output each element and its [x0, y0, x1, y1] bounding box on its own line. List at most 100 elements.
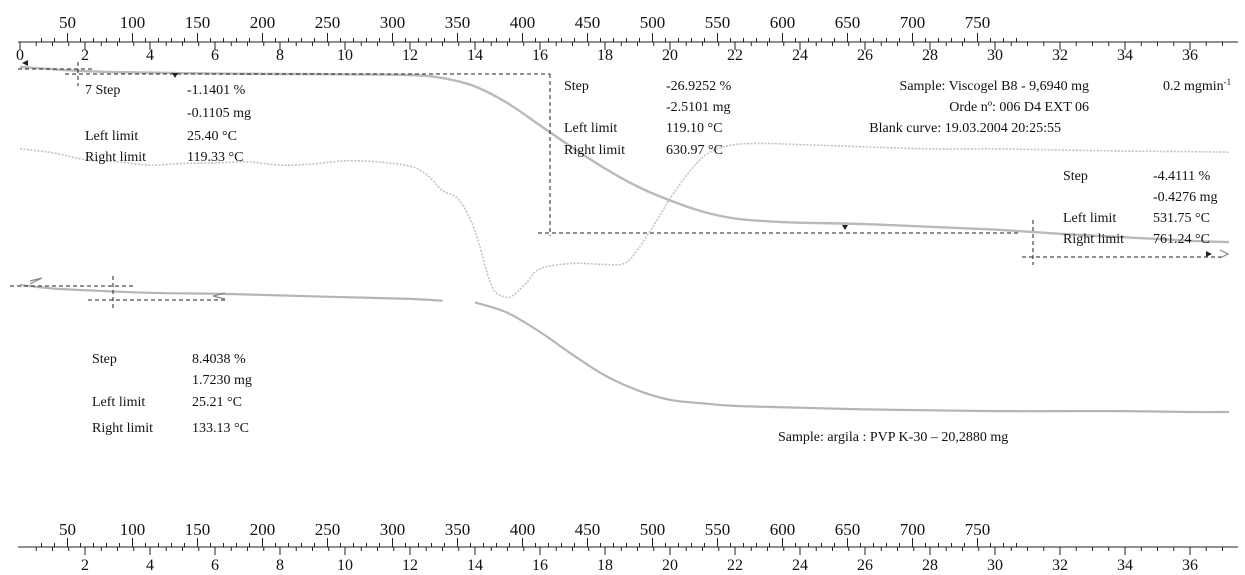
top-temp-tick-label: 450: [575, 13, 601, 32]
top-temp-tick-label: 500: [640, 13, 666, 32]
bottom-time-tick-label: 14: [467, 557, 483, 574]
tg-curve-viscogel: [19, 65, 1230, 244]
top-temp-tick-label: 300: [380, 13, 406, 32]
step2-pct: -26.9252 %: [666, 79, 732, 94]
bottom-temp-tick-label: 100: [120, 520, 146, 539]
top-temp-tick-label: 550: [705, 13, 731, 32]
step1-left: 25.40 °C: [187, 129, 237, 144]
bottom-time-tick-label: 18: [597, 557, 613, 574]
bottom-time-tick-label: 20: [662, 557, 678, 574]
top-temp-tick-label: 600: [770, 13, 796, 32]
rate-value: 0.2 mgmin: [1163, 79, 1224, 94]
bottom-time-tick-label: 32: [1052, 557, 1068, 574]
step3-step: Step: [1063, 169, 1088, 184]
bottom-time-tick-label: 2: [81, 557, 89, 574]
step3-left-label: Left limit: [1063, 211, 1116, 226]
bottom-temp-tick-label: 650: [835, 520, 861, 539]
top-temp-tick-label: 700: [900, 13, 926, 32]
top-temp-tick-label: 200: [250, 13, 276, 32]
top-time-tick-label: 6: [211, 47, 219, 64]
bottom-time-tick-label: 12: [402, 557, 418, 574]
step3-pct: -4.4111 %: [1153, 169, 1211, 184]
step4-mg: 1.7230 mg: [192, 373, 252, 388]
bottom-time-tick-label: 34: [1117, 557, 1133, 574]
step3-left: 531.75 °C: [1153, 211, 1210, 226]
blank-curve-label: Blank curve: 19.03.2004 20:25:55: [869, 121, 1061, 136]
bottom-temp-tick-label: 550: [705, 520, 731, 539]
top-time-tick-label: 26: [857, 47, 873, 64]
top-temp-tick-label: 150: [185, 13, 211, 32]
bottom-temp-tick-label: 300: [380, 520, 406, 539]
bottom-time-tick-label: 8: [276, 557, 284, 574]
step3-end-marker: [1219, 249, 1230, 259]
bottom-temp-tick-label: 600: [770, 520, 796, 539]
bottom-time-tick-label: 6: [211, 557, 219, 574]
annotations-layer: 7 Step -1.1401 % -0.1105 mg Left limit 2…: [85, 77, 1231, 445]
top-time-tick-label: 14: [467, 47, 483, 64]
step2-right: 630.97 °C: [666, 143, 723, 158]
bottom-temp-tick-label: 250: [315, 520, 341, 539]
top-temp-tick-label: 250: [315, 13, 341, 32]
bottom-temp-tick-label: 350: [445, 520, 471, 539]
tg-curve-argila-part1: [19, 283, 443, 302]
step4-left: 25.21 °C: [192, 395, 242, 410]
step4-right: 133.13 °C: [192, 421, 249, 436]
step4-end-marker: [212, 292, 226, 300]
top-time-tick-label: 18: [597, 47, 613, 64]
step3-mg: -0.4276 mg: [1153, 190, 1218, 205]
bottom-time-tick-label: 4: [146, 557, 154, 574]
rate-exponent: -1: [1224, 77, 1232, 87]
step2-mg: -2.5101 mg: [666, 100, 731, 115]
top-time-tick-label: 24: [792, 47, 808, 64]
bottom-temp-tick-label: 500: [640, 520, 666, 539]
bottom-temp-tick-label: 150: [185, 520, 211, 539]
step4-start-marker: [29, 277, 43, 285]
top-time-tick-label: 2: [81, 47, 89, 64]
step3-marker: [1206, 251, 1212, 257]
bottom-temp-tick-label: 700: [900, 520, 926, 539]
bottom-temp-tick-label: 400: [510, 520, 536, 539]
guides-layer: [10, 60, 1230, 310]
order-label: Orde nº: 006 D4 EXT 06: [949, 100, 1089, 115]
step2-marker: [842, 225, 848, 230]
bottom-time-tick-label: 22: [727, 557, 743, 574]
step1-marker: [172, 73, 178, 78]
top-time-tick-label: 34: [1117, 47, 1133, 64]
top-time-tick-label: 0: [16, 47, 24, 64]
axes-layer: 50 100 150 200 250 300 350 400 450 500 550 600 650 70…: [16, 13, 1238, 574]
tg-curve-argila-part2: [474, 301, 1230, 414]
top-time-tick-label: 30: [987, 47, 1003, 64]
bottom-time-tick-label: 10: [337, 557, 353, 574]
step1-right: 119.33 °C: [187, 150, 243, 165]
bottom-time-tick-label: 26: [857, 557, 873, 574]
start-marker: [22, 60, 28, 66]
top-temp-tick-label: 350: [445, 13, 471, 32]
bottom-time-tick-label: 36: [1182, 557, 1198, 574]
curves-layer: [19, 65, 1230, 414]
bottom-time-tick-label: 16: [532, 557, 548, 574]
step1-pct: -1.1401 %: [187, 83, 246, 98]
bottom-temp-tick-label: 750: [965, 520, 991, 539]
top-time-tick-label: 4: [146, 47, 154, 64]
step4-right-label: Right limit: [92, 421, 153, 436]
top-time-tick-label: 10: [337, 47, 353, 64]
top-temp-tick-label: 750: [965, 13, 991, 32]
step2-step: Step: [564, 79, 589, 94]
top-time-tick-label: 20: [662, 47, 678, 64]
sample1-label: Sample: Viscogel B8 - 9,6940 mg: [900, 79, 1089, 94]
step1-right-label: Right limit: [85, 150, 146, 165]
step4-left-label: Left limit: [92, 395, 145, 410]
top-time-tick-label: 8: [276, 47, 284, 64]
sample2-label: Sample: argila : PVP K-30 – 20,2880 mg: [778, 430, 1008, 445]
step1-mg: -0.1105 mg: [187, 106, 251, 121]
top-time-tick-label: 16: [532, 47, 548, 64]
top-time-tick-label: 12: [402, 47, 418, 64]
step2-left-label: Left limit: [564, 121, 617, 136]
step2-left: 119.10 °C: [666, 121, 722, 136]
top-time-tick-label: 36: [1182, 47, 1198, 64]
step2-right-label: Right limit: [564, 143, 625, 158]
bottom-time-tick-label: 28: [922, 557, 938, 574]
rate-label: 0.2 mgmin-1: [1163, 77, 1231, 94]
step4-pct: 8.4038 %: [192, 352, 246, 367]
